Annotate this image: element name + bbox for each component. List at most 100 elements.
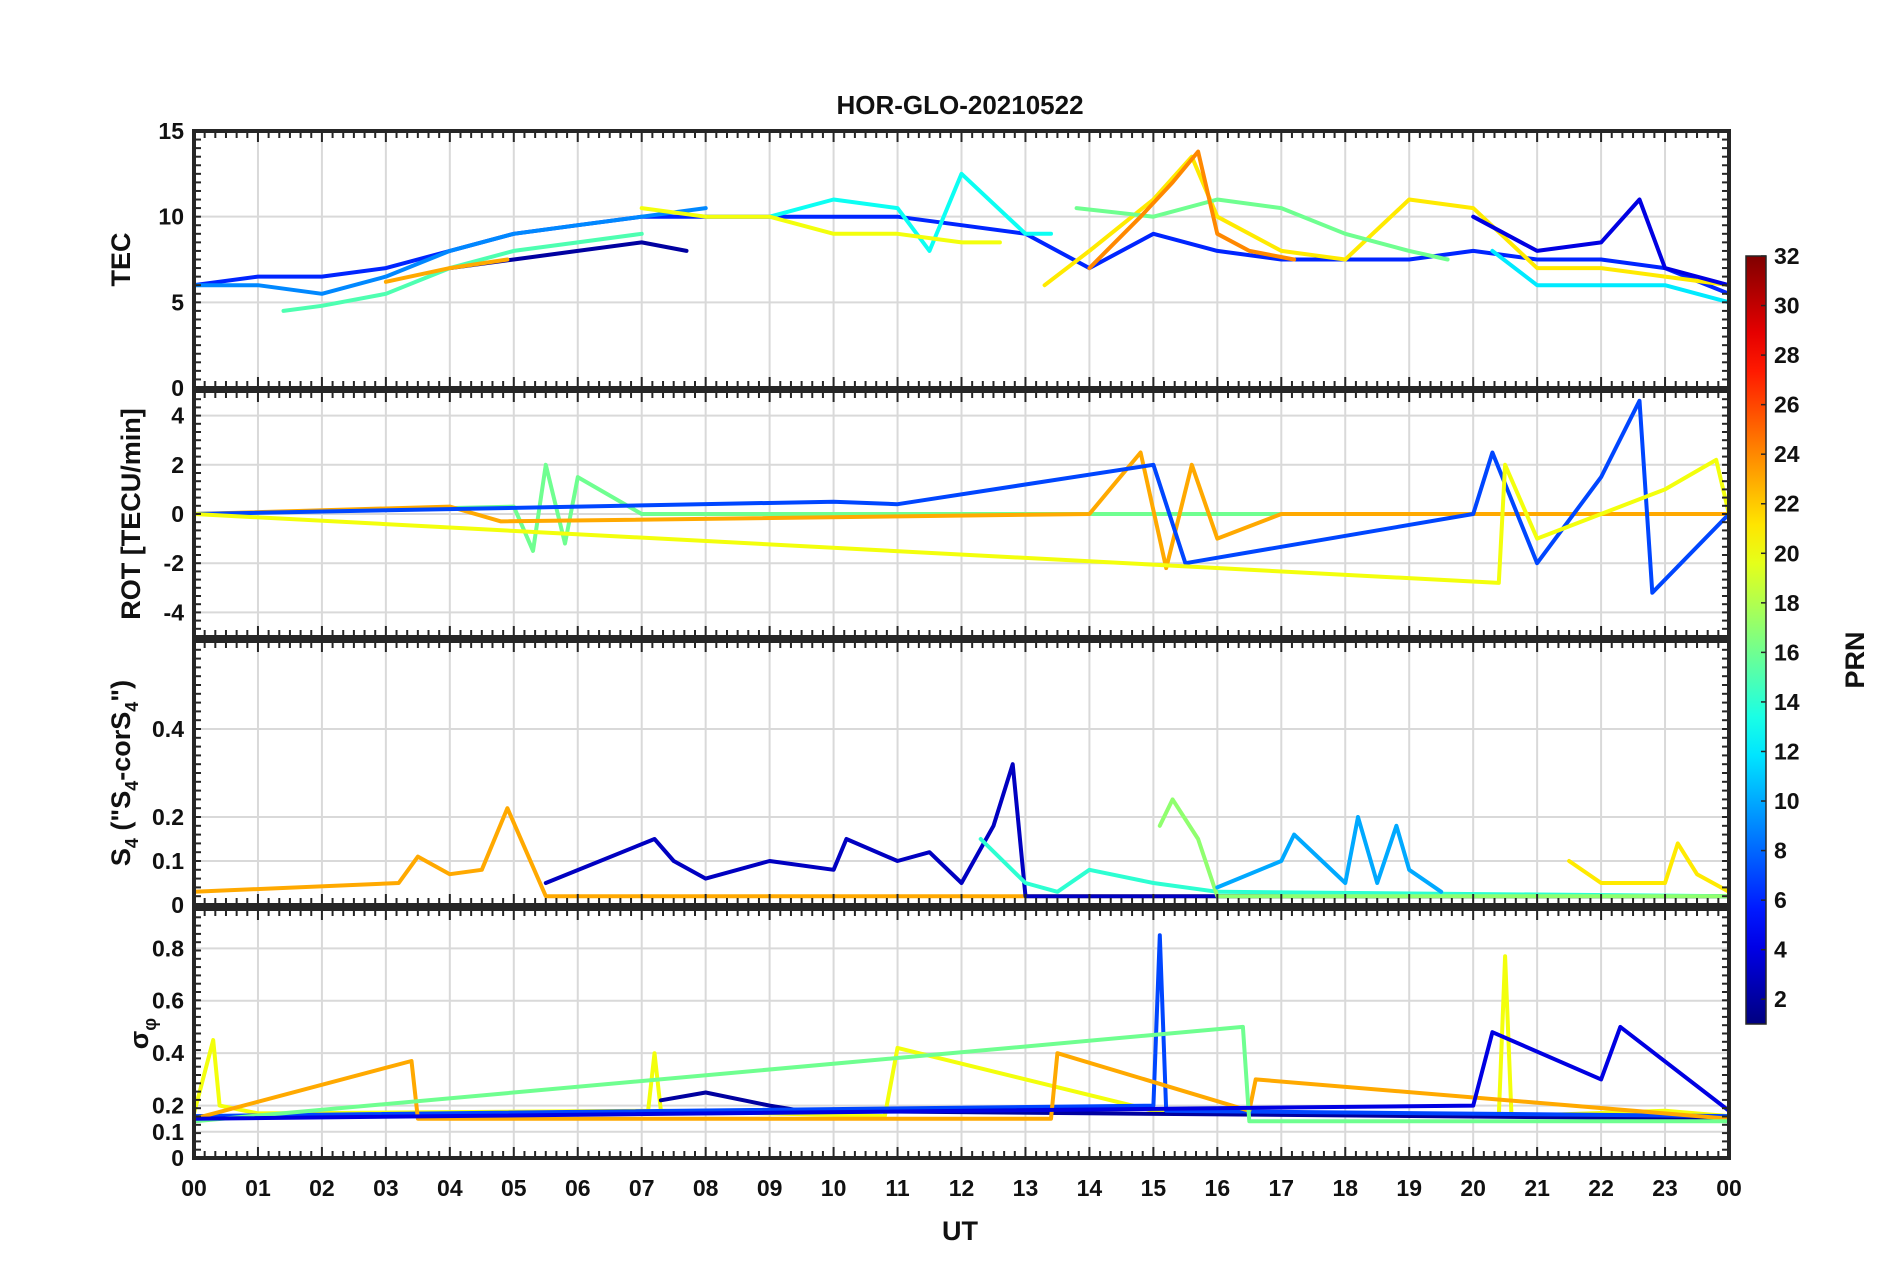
colorbar-tick-label: 32	[1774, 243, 1800, 269]
y-tick-label: 0	[171, 501, 184, 527]
panel-frame	[192, 907, 1731, 1160]
y-tick-label: 0.6	[152, 988, 184, 1014]
x-tick-label: 15	[1141, 1175, 1167, 1201]
panel-frame	[192, 639, 1731, 907]
x-tick-label: 00	[1716, 1175, 1742, 1201]
x-tick-label: 11	[885, 1175, 910, 1201]
x-tick-label: 20	[1460, 1175, 1486, 1201]
series-prn-7	[194, 398, 1729, 595]
series-prn-23	[194, 806, 1729, 899]
series-group	[194, 762, 1729, 899]
panel-frame	[192, 129, 1731, 390]
series-prn-3	[543, 762, 1729, 899]
x-tick-label: 19	[1396, 1175, 1422, 1201]
panel-s4: 0 0.1 0.2 0.4 S4 ("S4-corS4")	[106, 639, 1731, 918]
minor-ticks	[193, 390, 1730, 638]
series-prn-7	[194, 933, 1729, 1119]
y-axis-label: σφ	[124, 1018, 160, 1049]
panel-tec: 0 5 10 15 TEC	[106, 118, 1731, 401]
y-tick-label: 0.2	[152, 804, 184, 830]
y-tick-label: 0.1	[152, 1119, 184, 1145]
y-axis-label: S4 ("S4-corS4")	[106, 680, 142, 866]
colorbar-tick-label: 4	[1774, 937, 1787, 963]
series-prn-24	[1087, 149, 1297, 271]
series-prn-23	[383, 257, 510, 284]
series-prn-4	[1471, 197, 1729, 288]
x-tick-label: 18	[1332, 1175, 1358, 1201]
panel-frame	[192, 389, 1731, 639]
x-tick-label: 01	[245, 1175, 271, 1201]
x-tick-label: 12	[949, 1175, 975, 1201]
y-tick-label: 15	[158, 118, 184, 144]
colorbar-tick-label: 6	[1774, 887, 1787, 913]
x-axis: 00 01 02 03 04 05 06 07 08 09 10 11 12 13 14 15 16 17 18 19…	[181, 1175, 1742, 1201]
colorbar-tick-label: 18	[1774, 590, 1800, 616]
colorbar-tick-label: 16	[1774, 639, 1800, 665]
chart-title: HOR-GLO-20210522	[836, 90, 1083, 120]
x-tick-label: 08	[693, 1175, 719, 1201]
series-prn-23	[194, 1051, 1729, 1121]
y-tick-label: 0.4	[152, 716, 184, 742]
series-prn-16	[1074, 197, 1450, 262]
colorbar-tick-label: 30	[1774, 293, 1800, 319]
x-tick-label: 02	[309, 1175, 335, 1201]
x-tick-label: 09	[757, 1175, 783, 1201]
series-group	[194, 933, 1729, 1124]
colorbar-tick-label: 10	[1774, 788, 1800, 814]
colorbar-tick-label: 24	[1774, 441, 1800, 467]
y-tick-label: 5	[171, 289, 184, 315]
y-tick-label: -4	[164, 599, 185, 625]
y-tick-label: 0.2	[152, 1093, 184, 1119]
colorbar-tick-label: 26	[1774, 392, 1800, 418]
series-group	[194, 398, 1729, 595]
y-tick-label: 0	[171, 1145, 184, 1171]
y-axis-label: ROT [TECU/min]	[116, 408, 146, 619]
series-prn-10	[1215, 815, 1444, 894]
series-prn-4	[194, 1024, 1729, 1121]
x-tick-label: 10	[821, 1175, 847, 1201]
y-tick-label: 0.4	[152, 1040, 184, 1066]
colorbar-tick-label: 12	[1774, 738, 1800, 764]
y-tick-label: -2	[164, 550, 184, 576]
y-axis-label: TEC	[106, 233, 136, 287]
series-prn-13	[767, 171, 1053, 253]
series-group	[194, 149, 1729, 313]
series-prn-16	[194, 1024, 1729, 1124]
colorbar-tick-label: 20	[1774, 540, 1800, 566]
x-tick-label: 23	[1652, 1175, 1678, 1201]
x-tick-label: 13	[1013, 1175, 1039, 1201]
series-prn-12	[1490, 248, 1729, 305]
x-tick-label: 05	[501, 1175, 527, 1201]
y-tick-label: 10	[158, 204, 184, 230]
y-tick-label: 0.8	[152, 935, 184, 961]
colorbar-label: PRN	[1840, 631, 1870, 688]
series-prn-21	[1042, 154, 1729, 288]
y-tick-label: 2	[171, 452, 184, 478]
x-axis-label: UT	[942, 1216, 978, 1246]
colorbar-tick-label: 8	[1774, 838, 1787, 864]
x-tick-label: 22	[1588, 1175, 1614, 1201]
x-tick-label: 16	[1205, 1175, 1231, 1201]
x-tick-label: 03	[373, 1175, 399, 1201]
x-tick-label: 00	[181, 1175, 207, 1201]
series-prn-2	[658, 1090, 1729, 1121]
series-prn-20	[639, 206, 1002, 245]
series-prn-21	[1567, 841, 1729, 894]
series-prn-23	[194, 450, 1729, 571]
colorbar-frame	[1745, 255, 1767, 1025]
colorbar-tick-label: 2	[1774, 986, 1787, 1012]
x-tick-label: 06	[565, 1175, 591, 1201]
series-prn-9	[194, 206, 708, 296]
y-tick-label: 0.1	[152, 848, 184, 874]
series-prn-20	[194, 457, 1729, 585]
panel-sigma_phi: 00.10.2 0.4 0.6 0.8 σφ	[124, 907, 1731, 1171]
y-tick-label: 0	[171, 892, 184, 918]
series-prn-14	[978, 837, 1729, 899]
colorbar-tick-label: 14	[1774, 689, 1800, 715]
x-tick-label: 14	[1077, 1175, 1103, 1201]
x-tick-label: 17	[1268, 1175, 1294, 1201]
panel-rot: -4 -2 0 2 4 ROT [TECU/min]	[116, 389, 1731, 639]
